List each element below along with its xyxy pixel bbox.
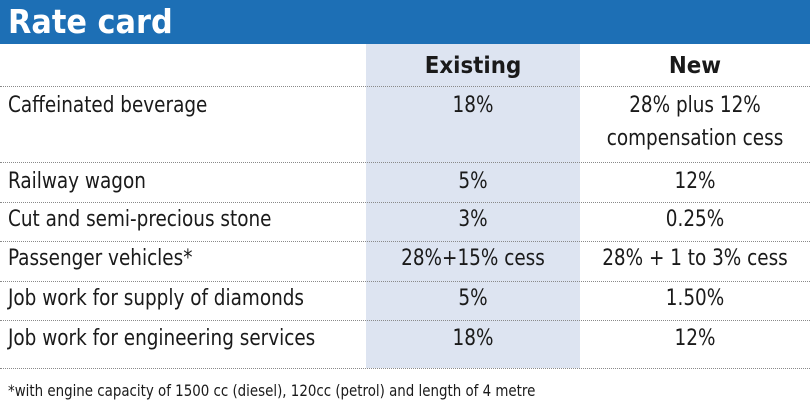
new-rate-caffeinated-beverage-line2: compensation cess bbox=[606, 126, 784, 151]
row-label-job-work-diamonds: Job work for supply of diamonds bbox=[8, 286, 305, 311]
new-rate-passenger-vehicles: 28% + 1 to 3% cess bbox=[602, 246, 788, 271]
row-divider bbox=[0, 86, 810, 87]
row-divider bbox=[0, 241, 810, 242]
row-divider bbox=[0, 281, 810, 282]
row-label-caffeinated-beverage: Caffeinated beverage bbox=[8, 93, 208, 118]
new-rate-caffeinated-beverage-line1: 28% plus 12% bbox=[629, 93, 761, 118]
new-rate-job-work-engineering: 12% bbox=[674, 326, 716, 351]
new-rate-railway-wagon: 12% bbox=[674, 169, 716, 194]
row-divider bbox=[0, 162, 810, 163]
existing-rate-passenger-vehicles: 28%+15% cess bbox=[401, 246, 545, 271]
column-header-new: New bbox=[668, 53, 722, 79]
row-divider bbox=[0, 202, 810, 203]
row-divider bbox=[0, 368, 810, 369]
existing-rate-job-work-engineering: 18% bbox=[452, 326, 494, 351]
column-header-existing: Existing bbox=[424, 53, 522, 79]
existing-rate-caffeinated-beverage: 18% bbox=[452, 93, 494, 118]
row-label-passenger-vehicles: Passenger vehicles* bbox=[8, 246, 193, 271]
row-label-railway-wagon: Railway wagon bbox=[8, 169, 146, 194]
new-rate-cut-stone: 0.25% bbox=[665, 207, 725, 232]
new-rate-job-work-diamonds: 1.50% bbox=[665, 286, 725, 311]
existing-rate-cut-stone: 3% bbox=[458, 207, 488, 232]
row-label-job-work-engineering: Job work for engineering services bbox=[8, 326, 316, 351]
row-label-cut-stone: Cut and semi-precious stone bbox=[8, 207, 272, 232]
existing-column-highlight bbox=[366, 44, 580, 368]
footnote: *with engine capacity of 1500 cc (diesel… bbox=[8, 381, 536, 400]
existing-rate-railway-wagon: 5% bbox=[458, 169, 488, 194]
page-title: Rate card bbox=[8, 2, 173, 41]
existing-rate-job-work-diamonds: 5% bbox=[458, 286, 488, 311]
row-divider bbox=[0, 320, 810, 321]
header-banner: Rate card bbox=[0, 0, 810, 44]
